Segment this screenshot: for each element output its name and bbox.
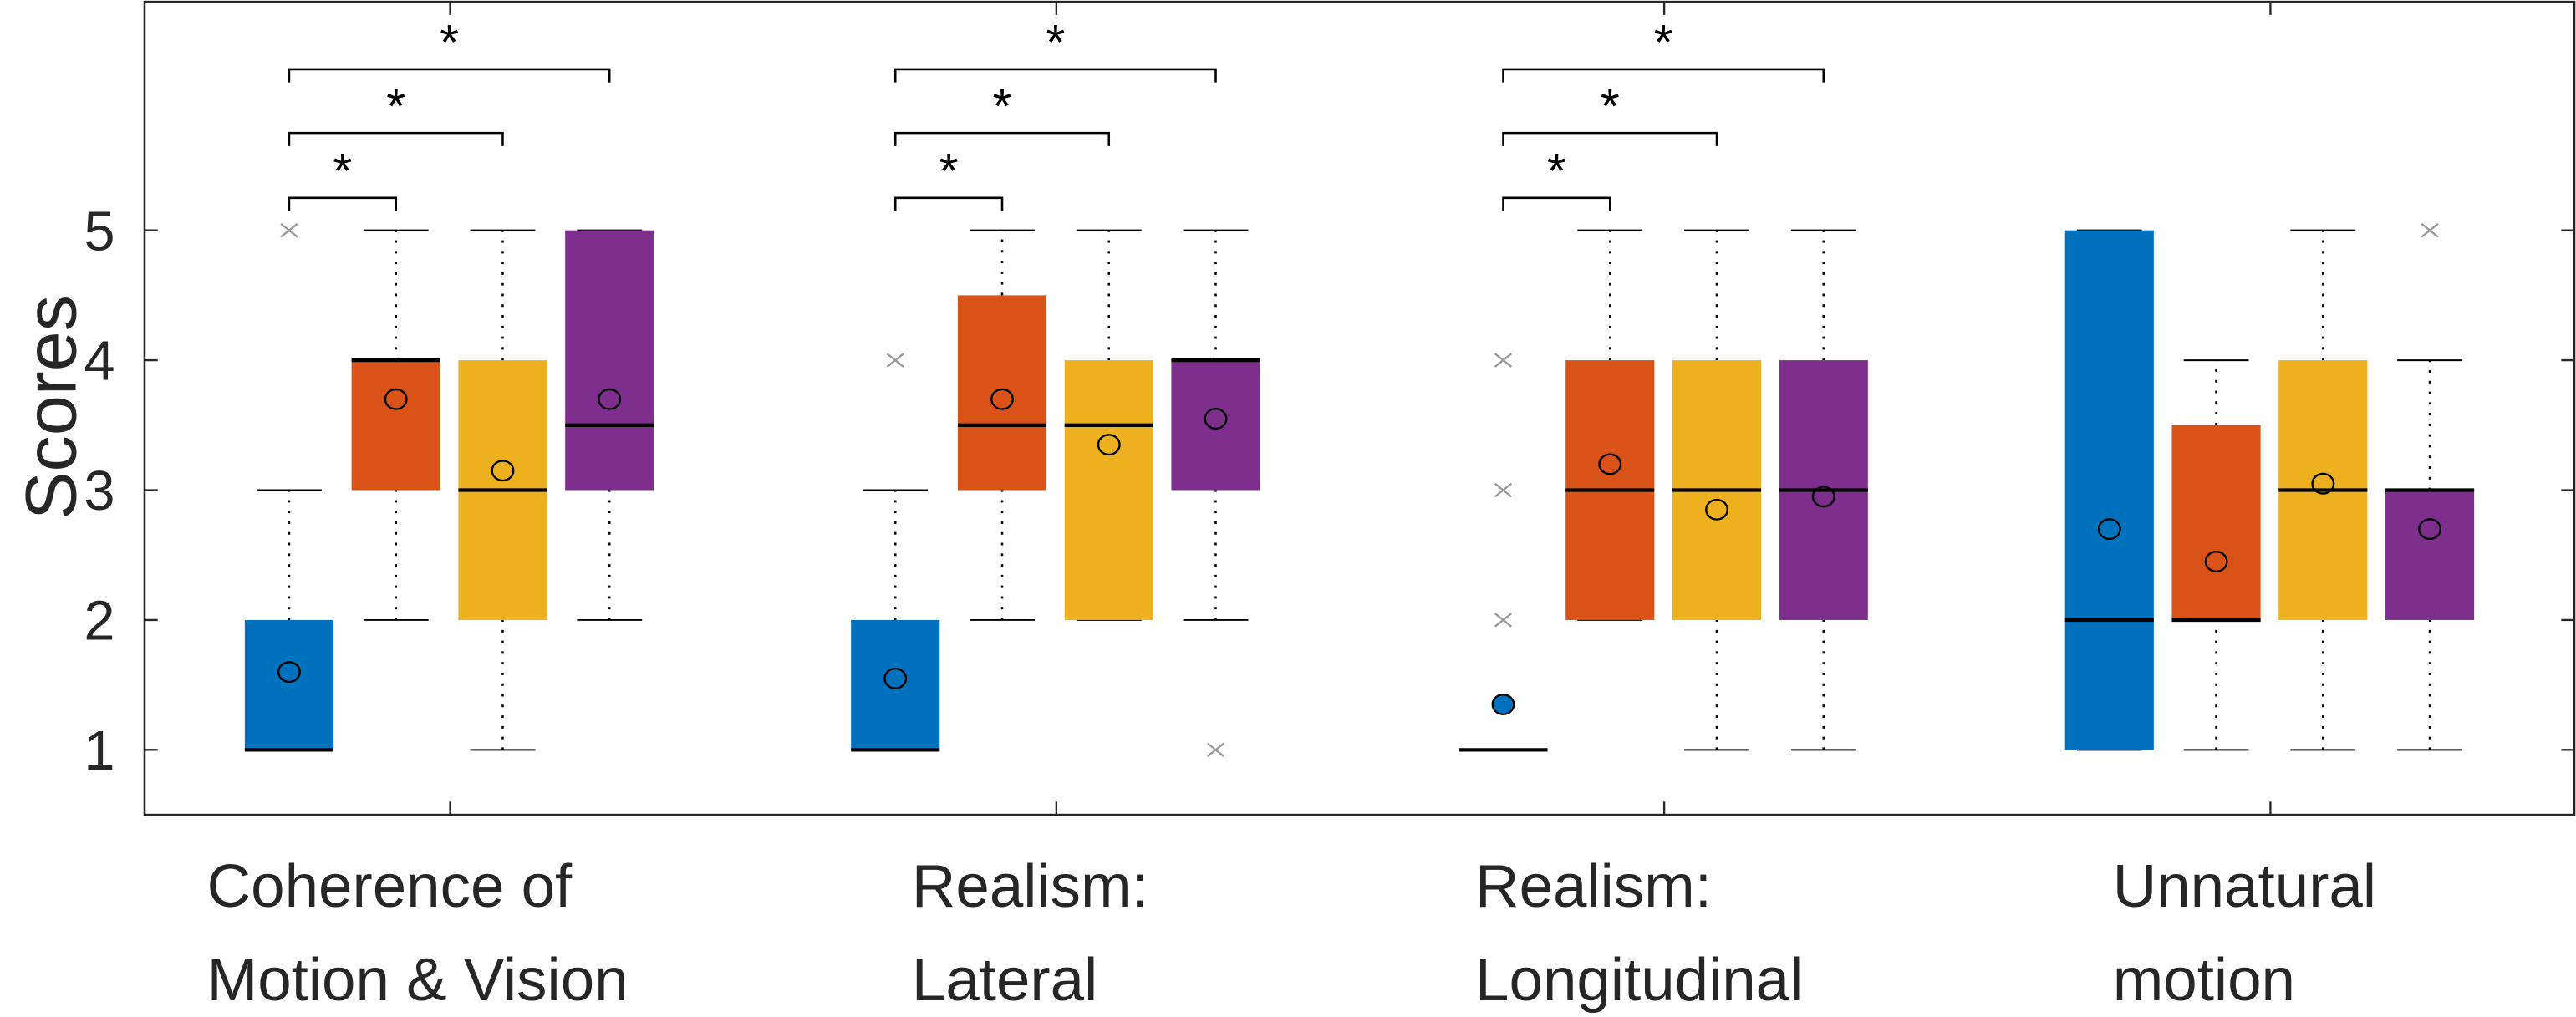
box-1	[2171, 359, 2261, 751]
mean-marker	[2311, 472, 2335, 495]
x-category-label: Realism:	[912, 852, 1148, 920]
y-axis-label: Scores	[11, 295, 91, 520]
significance-bracket	[893, 131, 1111, 146]
significance-star: *	[386, 79, 405, 134]
mean-marker	[277, 661, 301, 684]
mean-marker	[598, 388, 622, 410]
x-category-label: Unnatural	[2113, 852, 2376, 920]
y-tick-label: 3	[84, 460, 115, 522]
axes-frame	[143, 0, 2576, 816]
box-1	[957, 229, 1047, 621]
y-tick-label: 4	[84, 331, 115, 393]
box-iqr	[565, 230, 654, 491]
significance-bracket	[288, 131, 504, 146]
significance-bracket	[893, 196, 1004, 211]
box-iqr	[2171, 425, 2261, 620]
mean-marker	[384, 388, 408, 410]
significance-bracket	[288, 196, 397, 211]
outlier-marker	[280, 222, 298, 238]
significance-bracket	[893, 68, 1217, 83]
outlier-marker	[1494, 482, 1513, 498]
box-iqr	[351, 360, 440, 491]
box-3	[1779, 229, 1868, 751]
box-3	[2385, 222, 2475, 751]
box-iqr	[1171, 360, 1260, 491]
x-category-label: Coherence of	[207, 852, 573, 920]
significance-star: *	[440, 16, 459, 70]
significance-bracket	[1502, 68, 1825, 83]
box-iqr	[2385, 490, 2475, 620]
box-2	[1064, 229, 1153, 621]
outlier-marker	[1206, 742, 1225, 758]
significance-star: *	[333, 145, 352, 199]
mean-marker	[1705, 498, 1728, 521]
box-iqr	[1064, 360, 1153, 620]
box-1	[351, 229, 440, 621]
mean-marker	[1811, 486, 1835, 508]
outlier-marker	[1494, 353, 1513, 368]
x-category-label: motion	[2113, 946, 2295, 1014]
box-iqr	[957, 295, 1047, 491]
mean-marker	[491, 460, 515, 482]
significance-star: *	[939, 145, 959, 199]
box-1	[1565, 229, 1655, 621]
x-category-label: Realism:	[1475, 852, 1712, 920]
box-iqr	[244, 619, 334, 750]
x-category-label: Motion & Vision	[207, 946, 629, 1014]
mean-marker	[2204, 551, 2228, 572]
box-iqr	[2064, 230, 2154, 750]
mean-marker	[1097, 434, 1121, 456]
x-category-label: Longitudinal	[1475, 946, 1803, 1014]
significance-star: *	[1654, 16, 1673, 70]
box-0	[1459, 353, 1548, 752]
box-iqr	[851, 619, 940, 750]
significance-star: *	[993, 79, 1012, 134]
box-0	[244, 222, 334, 752]
mean-marker	[1204, 408, 1228, 430]
outlier-marker	[1494, 613, 1513, 628]
mean-marker	[883, 667, 908, 689]
y-tick-label: 1	[84, 720, 115, 782]
box-2	[1672, 229, 1762, 751]
box-3	[565, 229, 654, 621]
mean-marker	[2418, 518, 2442, 541]
mean-marker	[1491, 693, 1515, 715]
significance-bracket	[288, 68, 611, 83]
x-category-label: Lateral	[912, 946, 1097, 1014]
significance-star: *	[1547, 145, 1566, 199]
y-tick-label: 5	[84, 201, 115, 262]
significance-bracket	[1502, 131, 1718, 146]
box-2	[458, 229, 547, 751]
outlier-marker	[2421, 222, 2439, 238]
significance-star: *	[1601, 79, 1620, 134]
significance-star: *	[1046, 16, 1065, 70]
mean-marker	[2097, 518, 2121, 541]
mean-marker	[1598, 453, 1622, 475]
box-0	[851, 353, 940, 752]
box-2	[2278, 229, 2368, 751]
outlier-marker	[886, 353, 904, 368]
box-0	[2064, 229, 2154, 751]
y-tick-label: 2	[84, 591, 115, 653]
significance-bracket	[1502, 196, 1611, 211]
mean-marker	[990, 388, 1014, 410]
box-3	[1171, 229, 1260, 758]
